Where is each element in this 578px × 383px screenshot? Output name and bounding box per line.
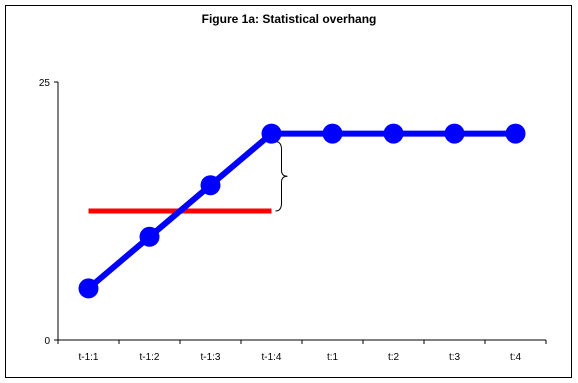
data-point <box>444 123 465 144</box>
data-point <box>139 226 160 247</box>
data-point <box>78 278 99 299</box>
data-point <box>322 123 343 144</box>
y-tick-label: 0 <box>44 336 50 347</box>
x-tick-label: t-1:3 <box>200 352 220 363</box>
series-line-main <box>85 130 519 292</box>
data-point <box>200 175 221 196</box>
data-point <box>261 123 282 144</box>
data-point <box>383 123 404 144</box>
chart-frame <box>5 5 572 378</box>
x-tick-label: t-1:2 <box>139 352 159 363</box>
data-point <box>505 123 526 144</box>
y-tick-label: 25 <box>39 78 51 89</box>
x-tick-label: t-1:1 <box>78 352 98 363</box>
x-tick-label: t-1:4 <box>261 352 281 363</box>
chart-title: Figure 1a: Statistical overhang <box>201 12 377 26</box>
x-tick-label: t:4 <box>510 352 522 363</box>
x-tick-label: t:3 <box>449 352 461 363</box>
overhang-brace <box>275 141 288 212</box>
x-tick-label: t:1 <box>327 352 339 363</box>
x-tick-label: t:2 <box>388 352 400 363</box>
